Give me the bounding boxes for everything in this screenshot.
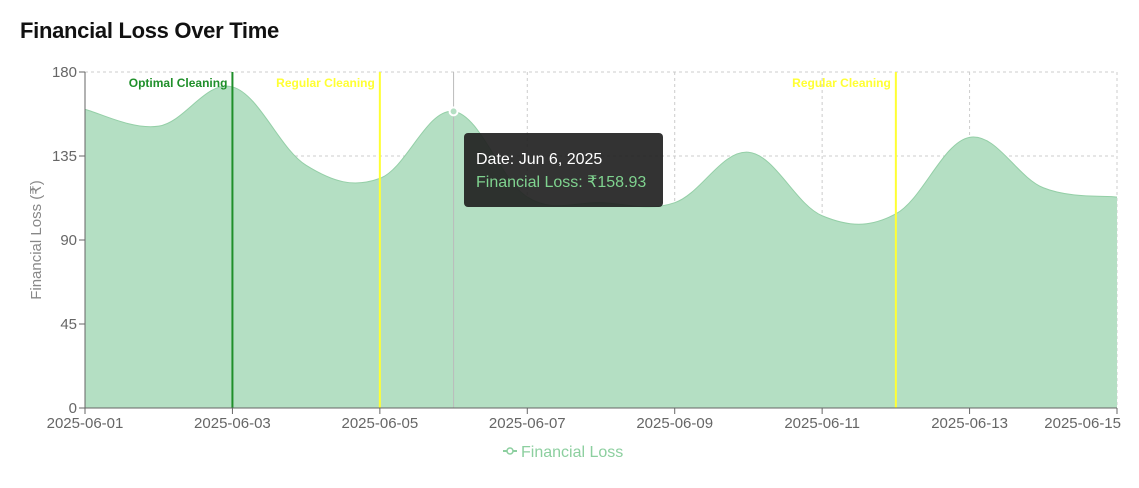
tooltip-value: Financial Loss: ₹158.93 — [476, 174, 647, 191]
regular-cleaning-label: Regular Cleaning — [276, 76, 375, 90]
tooltip: Date: Jun 6, 2025 Financial Loss: ₹158.9… — [464, 133, 663, 207]
x-tick-label: 2025-06-09 — [636, 415, 713, 432]
tooltip-date: Date: Jun 6, 2025 — [476, 151, 603, 168]
active-point[interactable] — [448, 106, 459, 117]
x-tick-label: 2025-06-11 — [784, 415, 860, 432]
x-tick-label: 2025-06-15 — [1044, 415, 1121, 432]
axes: 0 45 90 135 180 2025-06-01 2025-06-03 2025-06-0… — [28, 64, 1121, 432]
y-tick-label: 45 — [60, 316, 77, 333]
financial-loss-area[interactable] — [85, 86, 1117, 408]
x-tick-label: 2025-06-07 — [489, 415, 566, 432]
chart-title: Financial Loss Over Time — [20, 18, 279, 43]
legend[interactable]: Financial Loss — [503, 444, 623, 461]
y-tick-label: 135 — [52, 148, 77, 165]
x-tick-label: 2025-06-05 — [341, 415, 418, 432]
y-tick-label: 90 — [60, 232, 77, 249]
x-tick-label: 2025-06-13 — [931, 415, 1008, 432]
cleaning-reference-lines: Optimal Cleaning Regular Cleaning Regular … — [129, 72, 897, 408]
y-tick-label: 0 — [69, 400, 77, 417]
x-tick-label: 2025-06-03 — [194, 415, 271, 432]
regular-cleaning-label: Regular Cleaning — [792, 76, 891, 90]
legend-swatch-dot — [506, 447, 514, 455]
legend-label: Financial Loss — [521, 444, 623, 461]
y-tick-label: 180 — [52, 64, 77, 81]
optimal-cleaning-label: Optimal Cleaning — [129, 76, 228, 90]
y-axis-label: Financial Loss (₹) — [28, 180, 45, 300]
x-tick-label: 2025-06-01 — [47, 415, 124, 432]
